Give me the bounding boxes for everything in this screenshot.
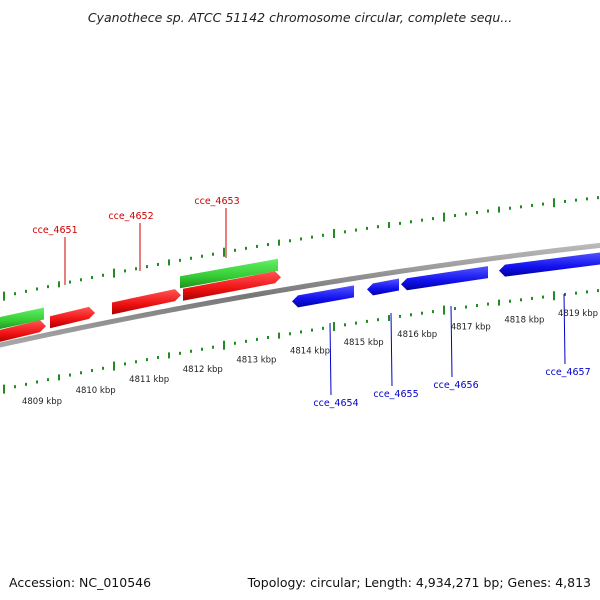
gene-label-forward: cce_4652 (108, 211, 153, 222)
kbp-scale-labels: 4809 kbp 4810 kbp 4811 kbp 4812 kbp 4813 kbp… (22, 309, 598, 407)
gene-label-forward: cce_4651 (32, 225, 77, 236)
forward-gene-red (183, 271, 281, 301)
kbp-label: 4817 kbp (451, 322, 491, 332)
chromosome-backbone (0, 242, 600, 348)
gene-labels: cce_4651 cce_4652 cce_4653 cce_4654 cce_4655… (32, 196, 590, 409)
forward-gene-red (112, 289, 181, 315)
label-leader-lines (64, 208, 566, 396)
kbp-label: 4818 kbp (504, 315, 544, 325)
reverse-gene (367, 278, 399, 296)
backbone-line (0, 242, 600, 348)
genome-stats-label: Topology: circular; Length: 4,934,271 bp… (247, 575, 591, 590)
reverse-gene (401, 266, 488, 291)
reverse-gene (292, 285, 354, 308)
kbp-label: 4812 kbp (183, 365, 223, 375)
gene-label-reverse: cce_4654 (313, 398, 358, 409)
kbp-label: 4810 kbp (76, 386, 116, 396)
forward-tick-track (3, 196, 599, 301)
forward-gene-red (50, 306, 95, 329)
leader-line (450, 305, 453, 378)
forward-gene-green (180, 258, 278, 289)
kbp-label: 4811 kbp (129, 375, 169, 385)
kbp-label: 4809 kbp (22, 397, 62, 407)
gene-label-reverse: cce_4656 (433, 380, 478, 391)
gene-label-reverse: cce_4657 (545, 367, 590, 378)
reverse-tick-track (3, 289, 599, 394)
leader-line (329, 322, 332, 396)
gene-label-forward: cce_4653 (194, 196, 239, 207)
forward-gene-green (0, 307, 44, 330)
kbp-label: 4814 kbp (290, 346, 330, 356)
leader-line (390, 312, 393, 387)
map-title: Cyanothece sp. ATCC 51142 chromosome cir… (87, 10, 513, 25)
kbp-label: 4819 kbp (558, 309, 598, 319)
gene-label-reverse: cce_4655 (373, 389, 418, 400)
kbp-label: 4816 kbp (397, 330, 437, 340)
reverse-gene (499, 252, 600, 277)
leader-line (563, 293, 566, 365)
forward-gene-red (0, 320, 46, 342)
kbp-label: 4815 kbp (344, 338, 384, 348)
kbp-label: 4813 kbp (236, 356, 276, 366)
gene-features (0, 252, 600, 342)
accession-label: Accession: NC_010546 (9, 575, 152, 590)
